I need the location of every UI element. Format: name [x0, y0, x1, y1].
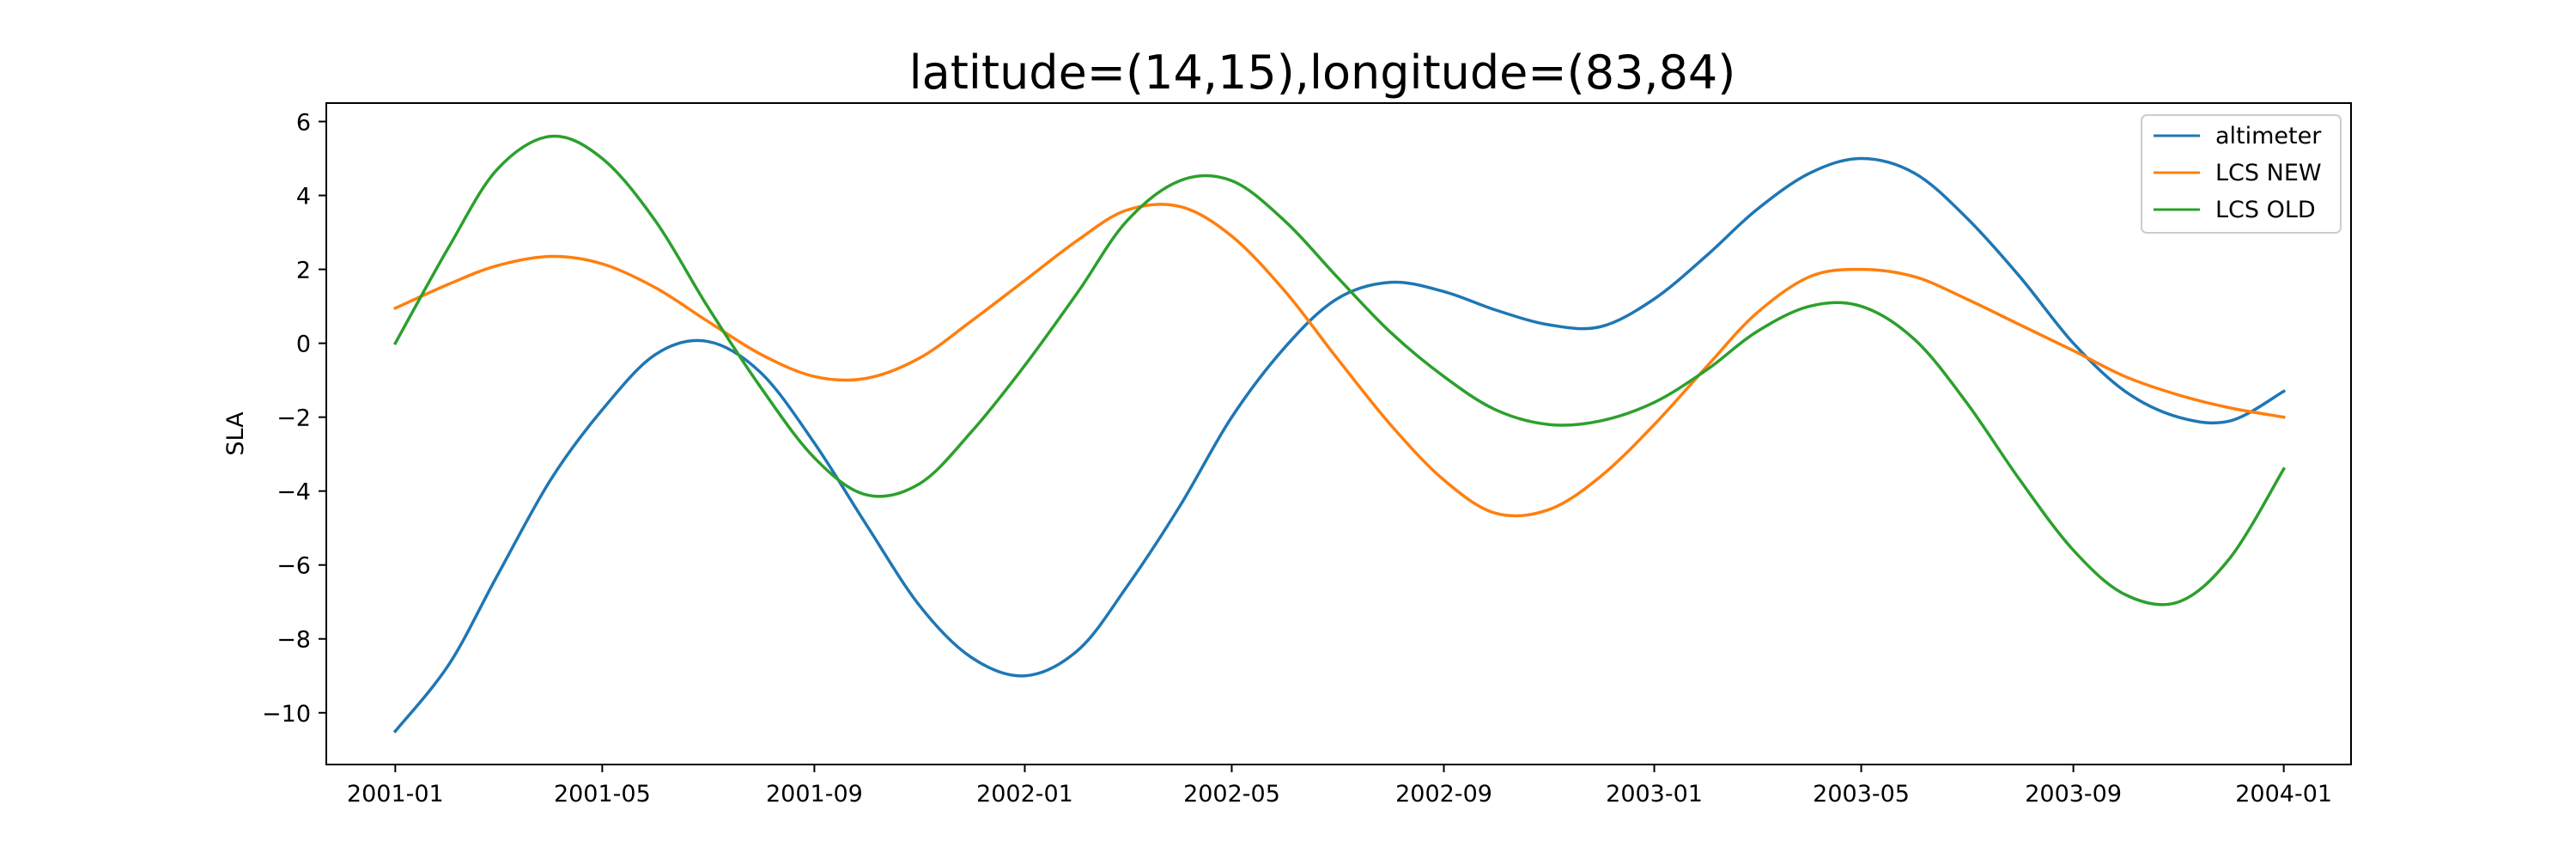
- x-tick-label: 2004-01: [2235, 781, 2332, 807]
- x-tick-label: 2002-05: [1183, 781, 1280, 807]
- legend-label-lcs-new: LCS NEW: [2215, 160, 2322, 186]
- series-line-lcs-old: [392, 134, 2287, 606]
- x-tick-label: 2001-09: [766, 781, 863, 807]
- y-tick-label: −8: [276, 627, 311, 654]
- series-line-altimeter: [392, 156, 2287, 734]
- y-tick-label: −10: [262, 701, 311, 728]
- x-tick-label: 2002-09: [1395, 781, 1492, 807]
- y-tick-label: −6: [276, 553, 311, 580]
- y-tick-label: 6: [296, 110, 311, 137]
- y-axis-label: SLA: [222, 411, 249, 456]
- legend: altimeter LCS NEW LCS OLD: [2141, 114, 2342, 234]
- x-tick-label: 2003-01: [1606, 781, 1703, 807]
- x-tick-label: 2002-01: [976, 781, 1073, 807]
- chart-title: latitude=(14,15),longitude=(83,84): [909, 46, 1736, 100]
- y-tick-label: −2: [276, 405, 311, 432]
- x-tick-label: 2001-01: [347, 781, 444, 807]
- legend-label-altimeter: altimeter: [2215, 123, 2322, 149]
- x-tick-label: 2001-05: [554, 781, 651, 807]
- x-axis-ticks: 2001-01 2001-05 2001-09 2002-01 2002-05 2002-…: [347, 765, 2332, 807]
- y-tick-label: 4: [296, 184, 311, 210]
- x-tick-label: 2003-05: [1813, 781, 1910, 807]
- y-tick-label: 0: [296, 332, 311, 358]
- y-tick-label: 2: [296, 258, 311, 284]
- x-tick-label: 2003-09: [2025, 781, 2122, 807]
- series-line-lcs-new: [393, 203, 2286, 518]
- y-axis-ticks: 6 4 2 0 −2 −4 −6 −8 −10: [262, 110, 326, 728]
- legend-label-lcs-old: LCS OLD: [2215, 197, 2316, 223]
- series-lines: [392, 134, 2287, 734]
- y-tick-label: −4: [276, 479, 311, 506]
- plot-area-frame: [325, 102, 2352, 765]
- legend-box: [2141, 114, 2342, 234]
